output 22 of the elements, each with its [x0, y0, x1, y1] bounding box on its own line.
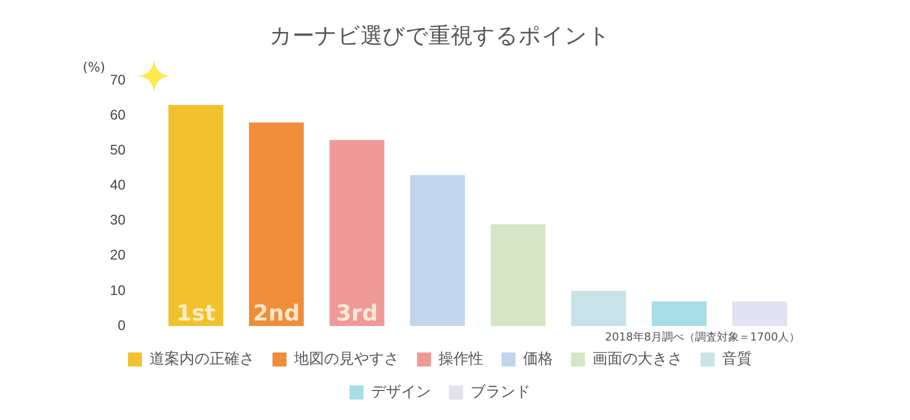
- legend-label: 操作性: [438, 349, 484, 368]
- y-tick-label: 30: [110, 212, 126, 228]
- y-tick-label: 50: [110, 141, 126, 158]
- annotation: 1st: [176, 302, 216, 327]
- legend-label: 地図の見やすさ: [293, 349, 399, 368]
- y-tick-label: 20: [110, 246, 126, 263]
- annotation: 2nd: [253, 302, 300, 327]
- y-tick-label: 0: [118, 316, 126, 333]
- legend-label: デザイン: [371, 382, 431, 400]
- y-tick-label: 40: [110, 176, 126, 193]
- y-tick-label: 70: [110, 71, 126, 88]
- text: 2018年8月調べ（調査対象＝1700人）: [605, 330, 800, 344]
- annotation: 3rd: [336, 302, 378, 327]
- legend-label: 画面の大きさ: [592, 349, 682, 368]
- legend-label: 価格: [523, 349, 553, 368]
- legend-label: 道案内の正確さ: [150, 349, 254, 368]
- y-tick-label: 10: [110, 282, 126, 298]
- y-axis-title: (%): [82, 60, 106, 76]
- legend-label: ブランド: [470, 382, 530, 400]
- chart-title: カーナビ選びで重視するポイント: [270, 24, 610, 49]
- y-tick-label: 60: [110, 106, 126, 122]
- legend-label: 音質: [722, 349, 752, 368]
